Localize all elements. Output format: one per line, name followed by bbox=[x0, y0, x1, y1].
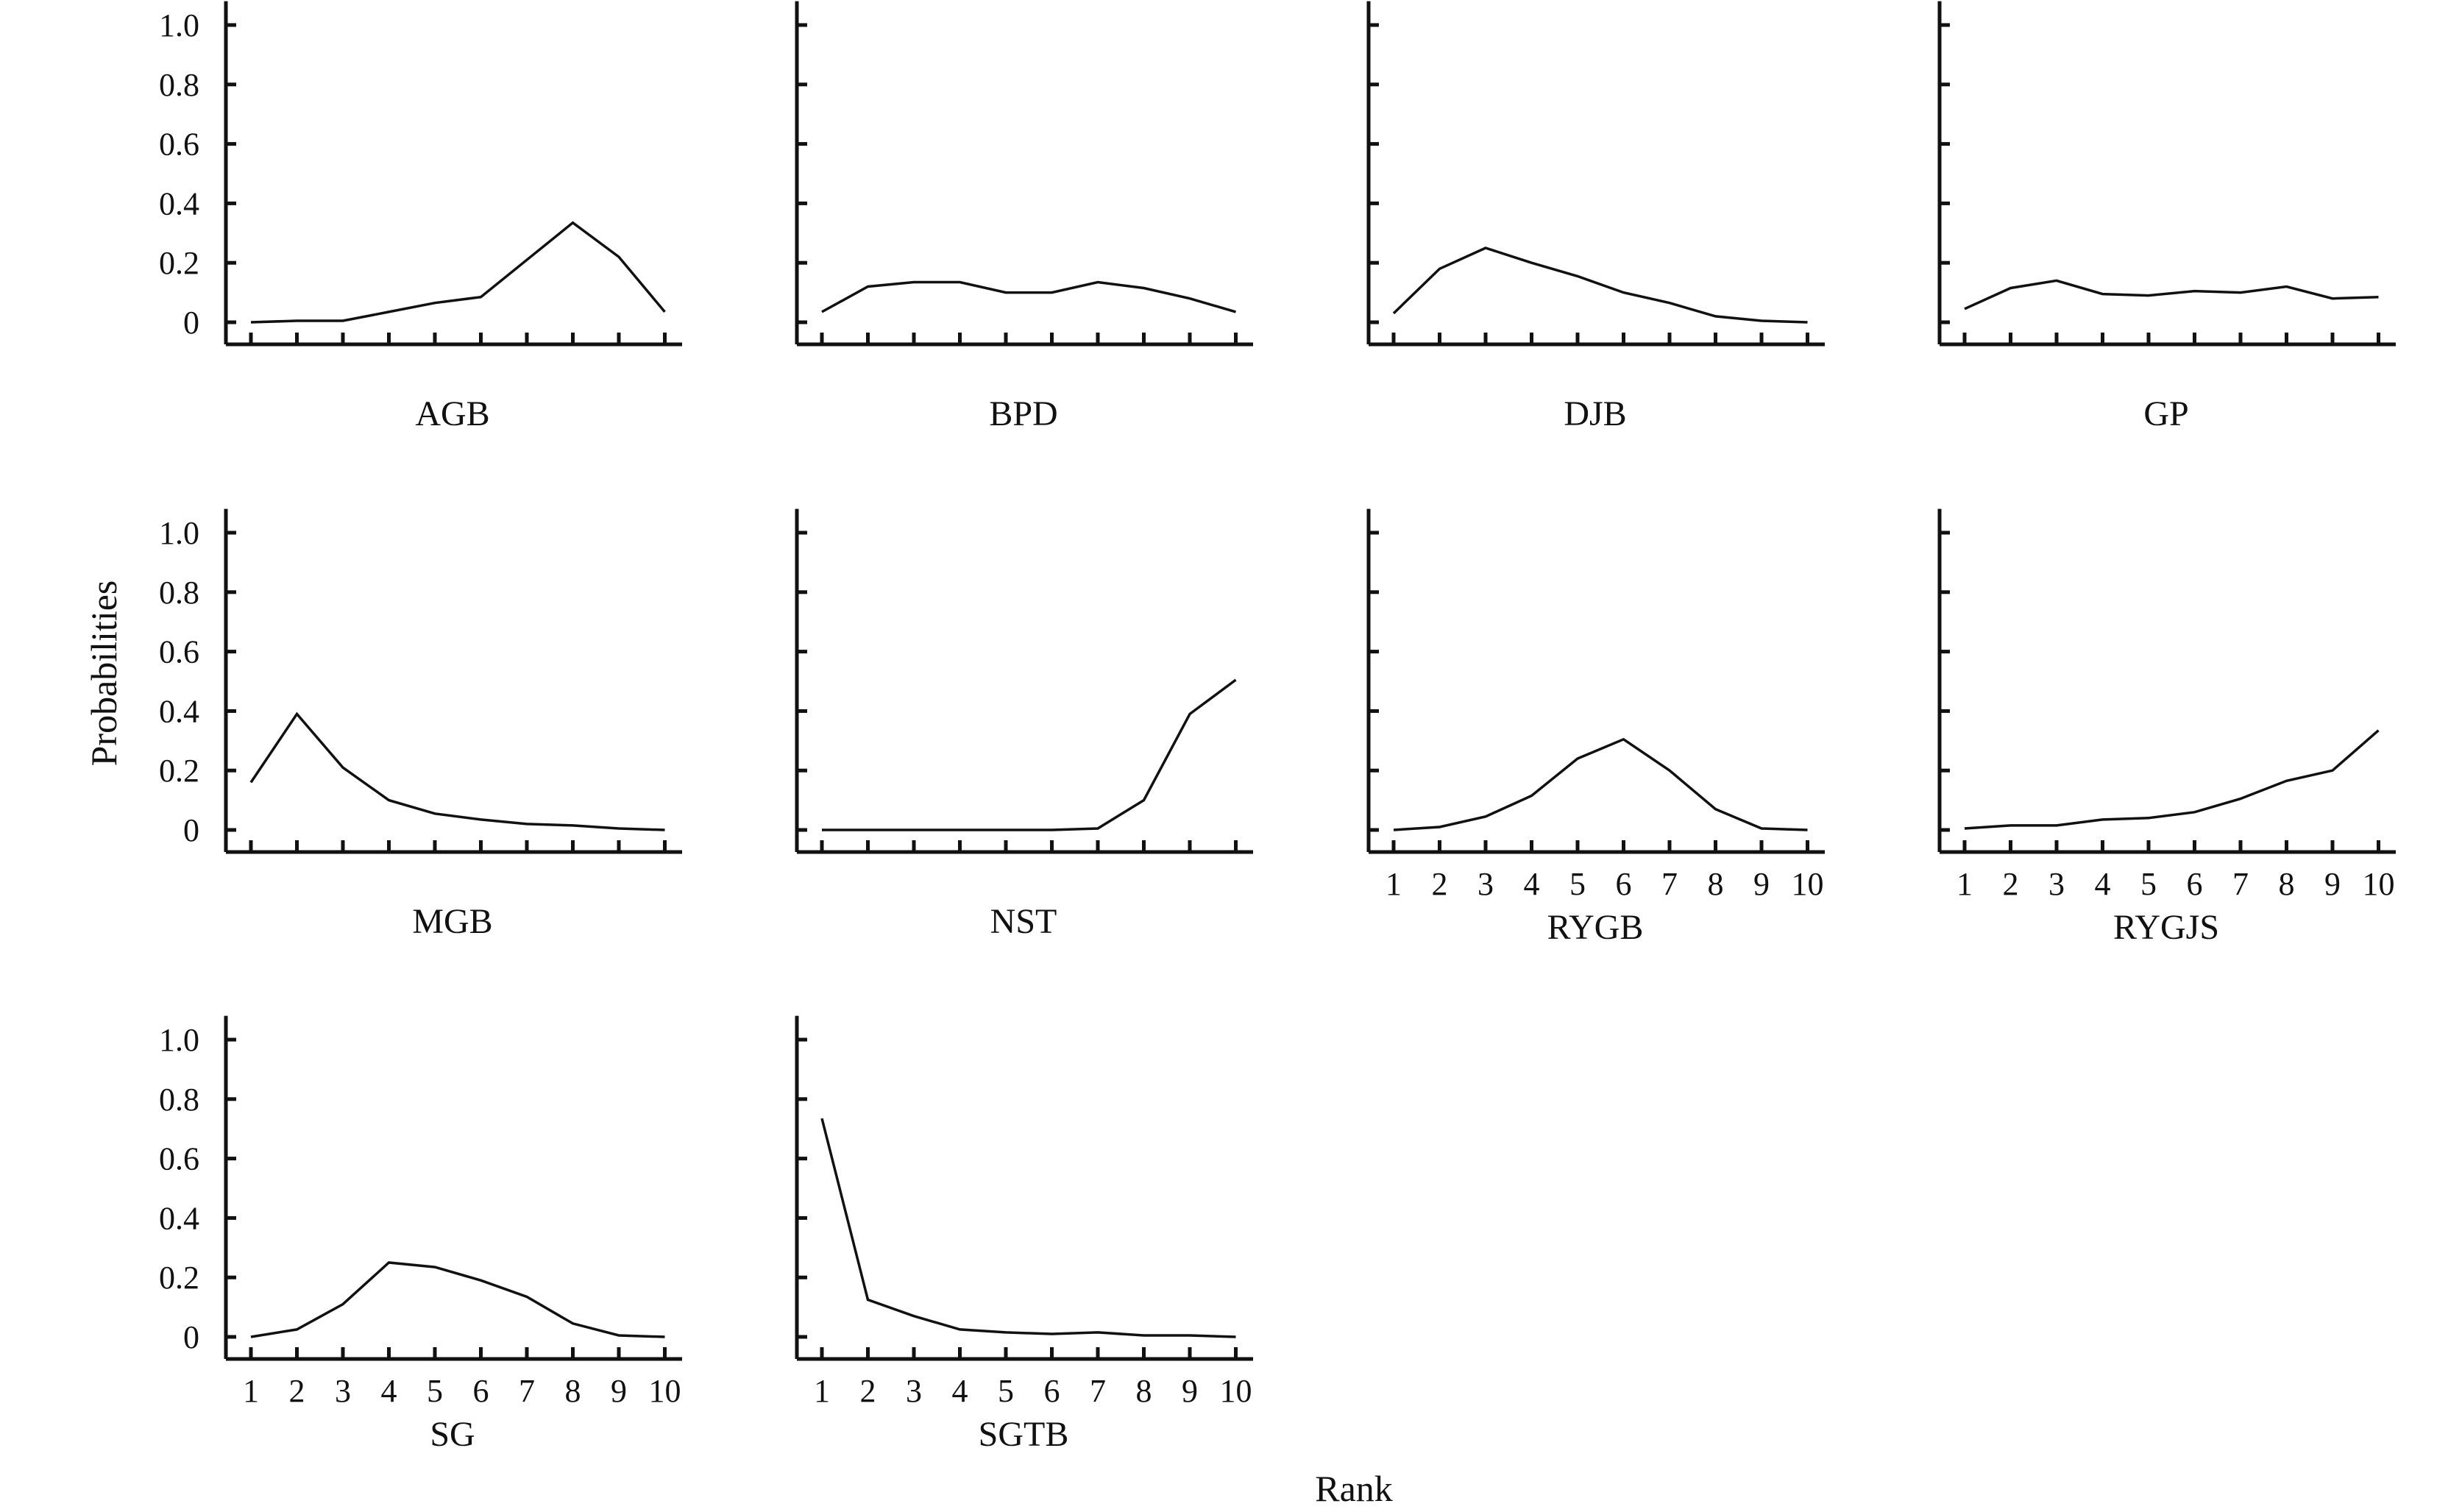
panel-title: BPD bbox=[989, 394, 1057, 433]
x-tick-label: 9 bbox=[2324, 866, 2341, 902]
x-tick-label: 8 bbox=[565, 1373, 581, 1409]
panel-bpd: BPD bbox=[795, 1, 1253, 433]
x-tick-label: 1 bbox=[1957, 866, 1973, 902]
y-axis-title: Probabilities bbox=[83, 581, 124, 767]
x-tick-label: 10 bbox=[1792, 866, 1824, 902]
x-tick-label: 10 bbox=[2363, 866, 2395, 902]
x-tick-label: 5 bbox=[1569, 866, 1586, 902]
panel-title: SGTB bbox=[979, 1415, 1069, 1454]
x-tick-label: 4 bbox=[952, 1373, 968, 1409]
panel-title: AGB bbox=[415, 394, 489, 433]
series-line-rygjs bbox=[1964, 729, 2380, 830]
panel-sgtb: 1 2 3 4 5 6 7 8 9 10 SGTB bbox=[795, 1015, 1253, 1454]
y-tick-label: 0.6 bbox=[159, 1141, 199, 1177]
y-tick-label: 0.2 bbox=[159, 245, 199, 281]
x-tick-label: 3 bbox=[1477, 866, 1494, 902]
y-tick-label: 0 bbox=[183, 305, 199, 341]
y-tick-label: 0.2 bbox=[159, 1260, 199, 1296]
panel-title: RYGJS bbox=[2113, 908, 2219, 947]
y-tick-label: 0 bbox=[183, 812, 199, 848]
panel-gp: GP bbox=[1937, 1, 2396, 433]
y-tick-label: 0.6 bbox=[159, 127, 199, 163]
series-line-agb bbox=[250, 221, 666, 324]
x-tick-label: 2 bbox=[2003, 866, 2019, 902]
panel-title: GP bbox=[2143, 394, 2188, 433]
panel-mgb: 0 0.2 0.4 0.6 0.8 1.0 MGB bbox=[159, 508, 682, 941]
x-tick-label: 1 bbox=[1386, 866, 1402, 902]
x-tick-label: 6 bbox=[2187, 866, 2203, 902]
y-tick-label: 0.4 bbox=[159, 1200, 199, 1236]
panel-title: NST bbox=[990, 902, 1057, 941]
x-tick-label: 7 bbox=[1661, 866, 1678, 902]
panel-sg: 0 0.2 0.4 0.6 0.8 1.0 1 2 3 4 5 6 7 8 9 10 SG bbox=[159, 1015, 682, 1454]
x-tick-label: 8 bbox=[1708, 866, 1724, 902]
x-tick-label: 6 bbox=[473, 1373, 489, 1409]
y-tick-label: 0.2 bbox=[159, 753, 199, 789]
x-axis-title: Rank bbox=[1315, 1468, 1393, 1509]
x-tick-label: 7 bbox=[1090, 1373, 1106, 1409]
y-tick-label: 0.8 bbox=[159, 575, 199, 611]
panel-rygb: 1 2 3 4 5 6 7 8 9 10 RYGB bbox=[1366, 508, 1825, 947]
y-tick-label: 0.8 bbox=[159, 1082, 199, 1118]
x-tick-label: 1 bbox=[243, 1373, 259, 1409]
series-line-rygb bbox=[1393, 737, 1808, 831]
series-line-gp bbox=[1964, 279, 2379, 310]
x-tick-label: 10 bbox=[1220, 1373, 1252, 1409]
y-tick-label: 0.8 bbox=[159, 67, 199, 103]
y-tick-label: 0 bbox=[183, 1319, 199, 1355]
series-line-djb bbox=[1392, 246, 1808, 324]
series-line-mgb bbox=[249, 711, 665, 831]
y-tick-label: 0.4 bbox=[159, 693, 199, 729]
x-tick-label: 4 bbox=[381, 1373, 397, 1409]
y-tick-label: 1.0 bbox=[159, 515, 199, 551]
panel-title: MGB bbox=[412, 902, 492, 941]
x-tick-label: 9 bbox=[1182, 1373, 1198, 1409]
series-line-nst bbox=[822, 678, 1237, 831]
x-tick-label: 3 bbox=[906, 1373, 922, 1409]
y-tick-label: 0.4 bbox=[159, 185, 199, 221]
x-tick-label: 5 bbox=[2140, 866, 2157, 902]
panel-djb: DJB bbox=[1366, 1, 1825, 433]
y-tick-label: 1.0 bbox=[159, 1022, 199, 1058]
x-tick-label: 2 bbox=[1432, 866, 1448, 902]
x-tick-label: 4 bbox=[2095, 866, 2111, 902]
x-tick-label: 3 bbox=[335, 1373, 351, 1409]
panel-nst: NST bbox=[795, 508, 1253, 941]
x-tick-label: 9 bbox=[611, 1373, 627, 1409]
x-tick-label: 7 bbox=[519, 1373, 535, 1409]
x-tick-label: 3 bbox=[2048, 866, 2065, 902]
series-line-sgtb bbox=[820, 1118, 1236, 1338]
x-tick-label: 5 bbox=[998, 1373, 1014, 1409]
panel-rygjs: 1 2 3 4 5 6 7 8 9 10 RYGJS bbox=[1937, 508, 2396, 947]
x-tick-label: 8 bbox=[2279, 866, 2295, 902]
x-tick-label: 5 bbox=[427, 1373, 443, 1409]
x-tick-label: 7 bbox=[2232, 866, 2249, 902]
x-tick-label: 8 bbox=[1136, 1373, 1152, 1409]
series-line-bpd bbox=[821, 280, 1236, 313]
series-line-sg bbox=[250, 1261, 665, 1338]
x-tick-label: 1 bbox=[814, 1373, 830, 1409]
panels-container: 0 0.2 0.4 0.6 0.8 1.0 AGB BPD DJB GP 0 0.2 0.4 0.6 0.8… bbox=[159, 1, 2396, 1454]
panel-agb: 0 0.2 0.4 0.6 0.8 1.0 AGB bbox=[159, 1, 682, 433]
x-tick-label: 2 bbox=[289, 1373, 305, 1409]
panel-title: RYGB bbox=[1547, 908, 1644, 947]
x-tick-label: 10 bbox=[649, 1373, 681, 1409]
x-tick-label: 4 bbox=[1524, 866, 1540, 902]
y-tick-label: 0.6 bbox=[159, 634, 199, 670]
panel-title: SG bbox=[430, 1415, 475, 1454]
x-tick-label: 6 bbox=[1044, 1373, 1060, 1409]
x-tick-label: 6 bbox=[1616, 866, 1632, 902]
x-tick-label: 9 bbox=[1753, 866, 1770, 902]
panel-title: DJB bbox=[1564, 394, 1626, 433]
y-tick-label: 1.0 bbox=[159, 7, 199, 43]
x-tick-label: 2 bbox=[860, 1373, 876, 1409]
